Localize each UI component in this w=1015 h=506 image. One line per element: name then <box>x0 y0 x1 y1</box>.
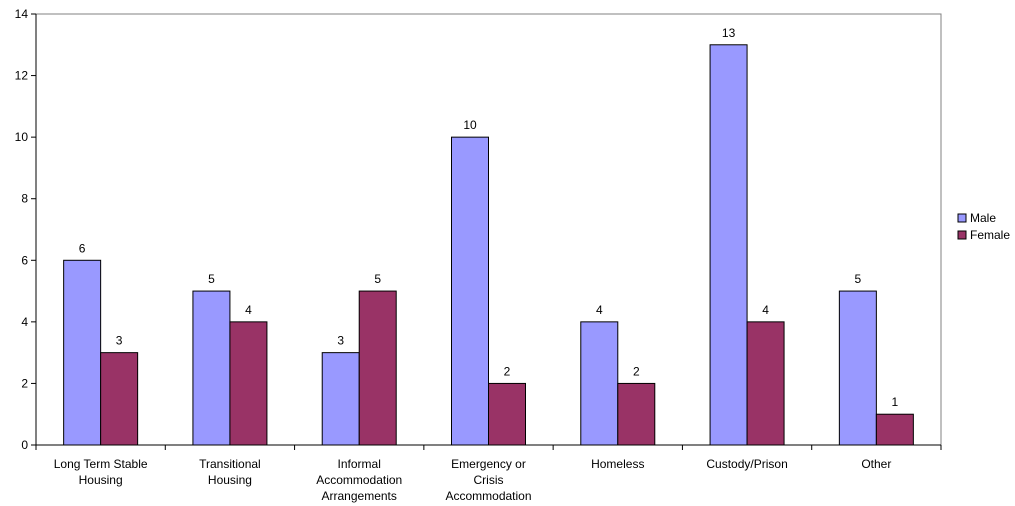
data-label: 5 <box>855 272 862 286</box>
category-label-line: Accommodation <box>316 473 402 487</box>
bar-female <box>875 413 914 446</box>
data-label: 4 <box>762 303 769 317</box>
category-label: Long Term Stable Housing <box>54 457 148 487</box>
legend-label-female: Female <box>970 228 1010 242</box>
category-label: Transitional Housing <box>199 457 261 487</box>
category-label-line: Homeless <box>591 457 644 471</box>
y-tick-label: 6 <box>21 253 28 267</box>
category-label-line: Crisis <box>474 473 504 487</box>
category-label-line: Emergency or <box>451 457 526 471</box>
bar-female <box>229 321 268 446</box>
bar-female <box>488 382 526 446</box>
category-label-line: Other <box>861 457 891 471</box>
data-label: 2 <box>504 364 511 378</box>
data-label: 3 <box>337 334 344 348</box>
category-label-line: Housing <box>208 473 252 487</box>
data-label: 4 <box>596 303 603 317</box>
y-tick-label: 0 <box>21 438 28 452</box>
bar-female <box>617 382 656 446</box>
category-labels: Long Term Stable Housing Transitional Housi… <box>54 457 892 503</box>
data-label: 13 <box>722 26 736 40</box>
legend: Male Female <box>957 211 1010 242</box>
legend-label-male: Male <box>970 211 996 225</box>
category-label-line: Housing <box>79 473 123 487</box>
category-label: Emergency or Crisis Accommodation <box>445 457 531 503</box>
category-label: Informal Accommodation Arrangements <box>316 457 402 503</box>
bar-female <box>746 321 785 446</box>
category-label: Other <box>861 457 891 471</box>
data-label: 1 <box>892 395 899 409</box>
bar-male <box>451 136 489 446</box>
y-tick-label: 14 <box>15 7 29 21</box>
data-label: 3 <box>116 334 123 348</box>
category-label-line: Transitional <box>199 457 261 471</box>
legend-swatch-female <box>957 230 967 240</box>
bars <box>63 44 914 446</box>
bar-male <box>321 352 360 446</box>
legend-swatch-male <box>957 213 967 223</box>
bar-male <box>63 259 102 446</box>
y-tick-label: 8 <box>21 192 28 206</box>
data-label: 2 <box>633 364 640 378</box>
bar-male <box>709 44 748 446</box>
data-label: 4 <box>245 303 252 317</box>
y-tick-label: 2 <box>21 376 28 390</box>
bar-male <box>192 290 231 446</box>
bar-female <box>358 290 397 446</box>
category-label-line: Accommodation <box>445 489 531 503</box>
bar-male <box>838 290 877 446</box>
y-tick-label: 12 <box>15 69 29 83</box>
y-tick-label: 10 <box>15 130 29 144</box>
bar-male <box>580 321 619 446</box>
category-label-line: Long Term Stable <box>54 457 148 471</box>
data-label: 6 <box>79 241 86 255</box>
category-label: Custody/Prison <box>706 457 787 471</box>
category-label-line: Informal <box>338 457 381 471</box>
data-label: 10 <box>463 118 477 132</box>
y-tick-label: 4 <box>21 315 28 329</box>
data-label: 5 <box>208 272 215 286</box>
category-label-line: Custody/Prison <box>706 457 787 471</box>
category-label-line: Arrangements <box>322 489 397 503</box>
data-labels: 6 3 5 4 3 5 10 2 4 2 13 4 5 1 <box>79 26 899 409</box>
data-label: 5 <box>374 272 381 286</box>
bar-female <box>100 352 139 446</box>
category-label: Homeless <box>591 457 644 471</box>
